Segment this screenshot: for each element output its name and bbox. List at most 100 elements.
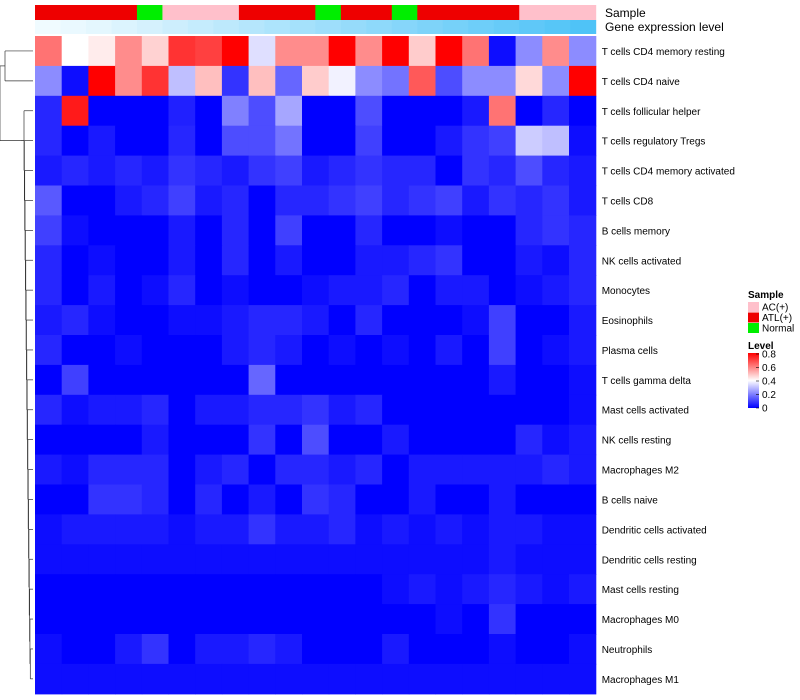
- heatmap-cell: [302, 574, 330, 605]
- heatmap-cell: [248, 663, 276, 695]
- sample-annotation-cell: [391, 5, 418, 20]
- heatmap-cell: [569, 574, 597, 605]
- heatmap-cell: [408, 394, 437, 426]
- heatmap-cell: [248, 185, 276, 216]
- row-label: Macrophages M0: [602, 615, 680, 626]
- gene-annotation-cell: [289, 20, 316, 34]
- heatmap-cell: [61, 454, 89, 486]
- heatmap-cell: [88, 125, 116, 157]
- heatmap-cell: [462, 634, 490, 665]
- sample-annotation-cell: [442, 5, 469, 20]
- heatmap-cell: [248, 454, 276, 486]
- heatmap-cell: [275, 155, 303, 187]
- heatmap-cell: [515, 275, 543, 306]
- heatmap-cell: [382, 394, 410, 426]
- heatmap-cell: [115, 454, 143, 486]
- heatmap-cell: [88, 305, 116, 336]
- heatmap-cell: [515, 65, 543, 97]
- sample-annotation-cell: [238, 5, 265, 20]
- heatmap-cell: [275, 424, 303, 456]
- heatmap-cell: [515, 335, 543, 366]
- heatmap-cell: [275, 663, 303, 695]
- heatmap-cell: [168, 424, 196, 456]
- heatmap-cell: [408, 125, 437, 157]
- heatmap-cell: [462, 514, 490, 545]
- row-label: T cells CD4 naive: [602, 77, 681, 88]
- heatmap-cell: [61, 604, 89, 635]
- heatmap-cell: [302, 155, 330, 187]
- heatmap-cell: [168, 185, 196, 216]
- heatmap-cell: [275, 484, 303, 515]
- heatmap-cell: [248, 604, 276, 635]
- heatmap-cell: [35, 185, 63, 216]
- heatmap-cell: [488, 335, 517, 366]
- heatmap-cell: [221, 125, 250, 157]
- heatmap-cell: [408, 514, 437, 545]
- heatmap-cell: [115, 604, 143, 635]
- heatmap-cell: [88, 95, 116, 127]
- heatmap-cell: [302, 604, 330, 635]
- heatmap-cell: [435, 394, 463, 426]
- heatmap-cell: [569, 215, 597, 246]
- heatmap-cell: [515, 245, 543, 276]
- heatmap-cell: [488, 604, 517, 635]
- heatmap-cell: [408, 484, 437, 515]
- heatmap-cell: [435, 484, 463, 515]
- heatmap-cell: [168, 454, 196, 486]
- row-label: Macrophages M2: [602, 466, 680, 477]
- gene-annotation-cell: [442, 20, 469, 34]
- sample-annotation-cell: [136, 5, 163, 20]
- gene-annotation-cell: [544, 20, 571, 34]
- heatmap-cell: [275, 544, 303, 575]
- heatmap-cell: [88, 454, 116, 486]
- heatmap-cell: [248, 574, 276, 605]
- heatmap-cell: [488, 514, 517, 545]
- heatmap-cell: [115, 663, 143, 695]
- heatmap-cell: [61, 634, 89, 665]
- heatmap-cell: [488, 95, 517, 127]
- heatmap-cell: [61, 125, 89, 157]
- heatmap-cell: [569, 514, 597, 545]
- sample-annotation-cell: [417, 5, 444, 20]
- heatmap-cell: [328, 335, 356, 366]
- heatmap-cell: [168, 544, 196, 575]
- heatmap-cell: [141, 65, 170, 97]
- heatmap-cell: [195, 454, 223, 486]
- heatmap-cell: [569, 36, 597, 67]
- heatmap-cell: [302, 394, 330, 426]
- heatmap-cell: [35, 484, 63, 515]
- heatmap-cell: [569, 125, 597, 157]
- heatmap-cell: [302, 335, 330, 366]
- heatmap-cell: [542, 364, 570, 396]
- heatmap-cell: [195, 65, 223, 97]
- heatmap-cell: [275, 95, 303, 127]
- heatmap-cell: [515, 394, 543, 426]
- heatmap-cell: [221, 155, 250, 187]
- row-label: NK cells activated: [602, 256, 681, 267]
- heatmap-cell: [141, 604, 170, 635]
- heatmap-cell: [275, 394, 303, 426]
- heatmap-cell: [569, 155, 597, 187]
- row-label: Monocytes: [602, 286, 650, 297]
- heatmap-cell: [408, 95, 437, 127]
- heatmap-cell: [328, 185, 356, 216]
- heatmap-cell: [382, 65, 410, 97]
- heatmap-cell: [35, 335, 63, 366]
- heatmap-cell: [115, 305, 143, 336]
- heatmap-cell: [488, 125, 517, 157]
- heatmap-cell: [569, 634, 597, 665]
- heatmap-cell: [115, 155, 143, 187]
- heatmap-cell: [462, 394, 490, 426]
- heatmap-cell: [275, 514, 303, 545]
- heatmap-cell: [515, 544, 543, 575]
- heatmap-cell: [302, 245, 330, 276]
- heatmap-cell: [355, 95, 383, 127]
- level-colorbar: [748, 353, 759, 408]
- heatmap-cell: [248, 95, 276, 127]
- legend-swatch: [748, 312, 759, 323]
- heatmap-cell: [408, 275, 437, 306]
- heatmap-cell: [488, 65, 517, 97]
- heatmap-cell: [542, 574, 570, 605]
- heatmap-cell: [275, 125, 303, 157]
